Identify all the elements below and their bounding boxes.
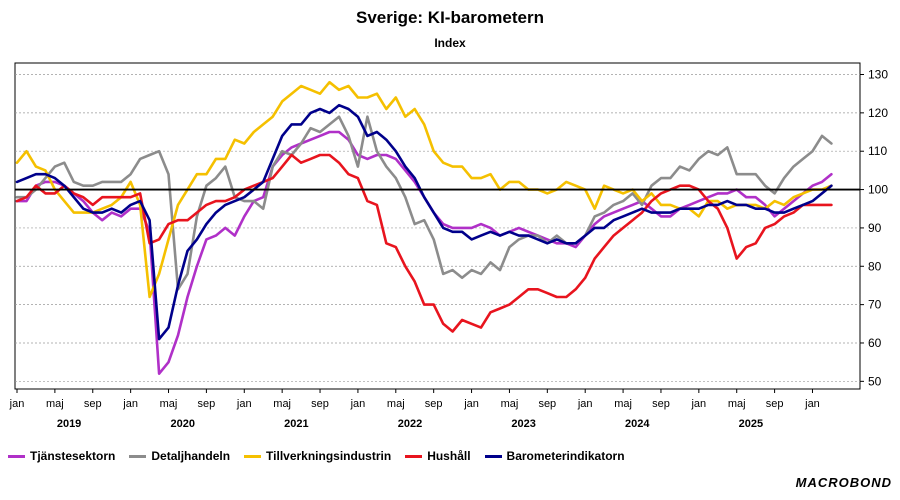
x-tick-label: sep	[652, 398, 670, 410]
x-tick-label: jan	[9, 398, 25, 410]
legend-item-tillverkningsindustrin: Tillverkningsindustrin	[244, 449, 391, 463]
x-tick-label: sep	[311, 398, 329, 410]
series-line-tjnstesektorn	[15, 130, 833, 376]
x-tick-label: jan	[350, 398, 366, 410]
x-year-label: 2020	[170, 418, 194, 430]
x-tick-label: maj	[160, 398, 178, 410]
x-tick-label: jan	[236, 398, 252, 410]
series-line-detaljhandeln	[15, 115, 833, 291]
series-line-tillverkningsindustrin	[15, 80, 833, 299]
x-year-label: 2025	[739, 418, 763, 430]
x-tick-label: maj	[46, 398, 64, 410]
chart-subtitle: Index	[434, 36, 466, 50]
y-tick-label: 70	[868, 298, 882, 312]
x-tick-label: jan	[463, 398, 479, 410]
x-tick-label: jan	[690, 398, 706, 410]
x-tick-label: sep	[538, 398, 556, 410]
legend: Tjänstesektorn Detaljhandeln Tillverknin…	[8, 446, 639, 466]
legend-item-detaljhandeln: Detaljhandeln	[129, 449, 230, 463]
series-line-hushll	[15, 153, 833, 333]
x-tick-label: jan	[804, 398, 820, 410]
legend-swatch	[405, 454, 423, 458]
x-year-label: 2022	[398, 418, 422, 430]
y-tick-label: 100	[868, 183, 888, 197]
y-tick-label: 130	[868, 68, 888, 82]
macrobond-logo: MACROBOND	[795, 475, 892, 490]
y-tick-label: 120	[868, 106, 888, 120]
x-tick-label: sep	[425, 398, 443, 410]
plot-frame	[14, 62, 861, 390]
legend-swatch	[484, 454, 502, 458]
legend-item-barometerindikatorn: Barometerindikatorn	[484, 449, 625, 463]
x-year-label: 2024	[625, 418, 650, 430]
y-tick-label: 90	[868, 221, 882, 235]
y-tick-label: 80	[868, 259, 882, 273]
x-tick-label: sep	[766, 398, 784, 410]
x-tick-label: maj	[501, 398, 519, 410]
legend-label: Hushåll	[427, 449, 471, 463]
legend-label: Tillverkningsindustrin	[266, 449, 392, 463]
y-tick-label: 50	[868, 374, 882, 388]
x-tick-label: jan	[122, 398, 138, 410]
x-tick-label: maj	[387, 398, 405, 410]
legend-item-tjanstesektorn: Tjänstesektorn	[8, 449, 115, 463]
x-tick-label: sep	[84, 398, 102, 410]
x-tick-label: maj	[273, 398, 291, 410]
legend-swatch	[8, 454, 25, 458]
chart-title: Sverige: KI-barometern	[356, 8, 544, 27]
x-year-label: 2023	[511, 418, 535, 430]
x-year-label: 2021	[284, 418, 308, 430]
x-year-label: 2019	[57, 418, 81, 430]
x-tick-label: maj	[728, 398, 746, 410]
y-tick-label: 110	[868, 144, 887, 158]
x-tick-label: jan	[577, 398, 593, 410]
legend-label: Detaljhandeln	[151, 449, 231, 463]
legend-label: Barometerindikatorn	[506, 449, 625, 463]
x-tick-label: sep	[198, 398, 216, 410]
x-tick-label: maj	[614, 398, 632, 410]
legend-item-hushall: Hushåll	[405, 449, 471, 463]
y-tick-label: 60	[868, 336, 882, 350]
series-line-barometerindikatorn	[15, 103, 833, 341]
legend-swatch	[244, 454, 262, 458]
legend-label: Tjänstesektorn	[30, 449, 116, 463]
legend-swatch	[129, 454, 147, 458]
